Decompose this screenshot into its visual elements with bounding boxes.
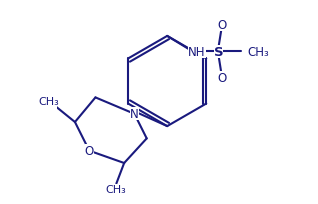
Text: N: N <box>130 108 139 121</box>
Text: O: O <box>85 144 94 157</box>
Text: O: O <box>217 19 226 32</box>
Text: CH₃: CH₃ <box>247 45 269 59</box>
Text: NH: NH <box>188 45 206 59</box>
Text: CH₃: CH₃ <box>106 184 126 194</box>
Text: CH₃: CH₃ <box>39 97 59 106</box>
Text: O: O <box>217 72 226 85</box>
Text: S: S <box>214 45 223 59</box>
